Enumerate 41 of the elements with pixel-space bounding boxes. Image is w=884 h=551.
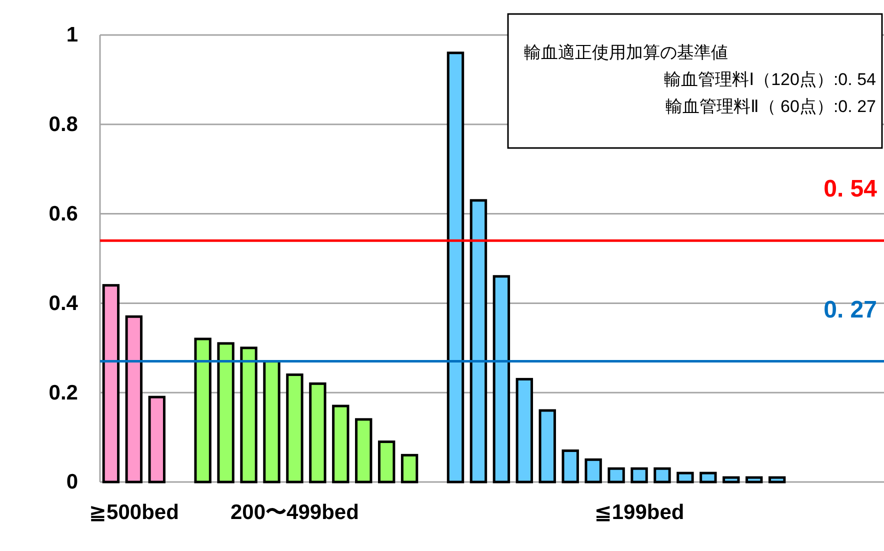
bar xyxy=(608,467,625,484)
bar xyxy=(630,467,648,484)
bar xyxy=(768,476,786,484)
bar xyxy=(378,440,396,484)
bar xyxy=(562,449,579,484)
bar xyxy=(217,342,234,484)
bar xyxy=(584,458,602,484)
bar xyxy=(148,396,166,484)
x-tick-label: ≦199bed xyxy=(594,500,684,524)
x-tick-label: ≧500bed xyxy=(88,500,179,524)
x-tick-label: 200〜499bed xyxy=(230,500,359,524)
bar xyxy=(332,404,350,484)
bar xyxy=(700,472,717,484)
bar xyxy=(538,409,556,484)
bar xyxy=(194,338,212,484)
bar xyxy=(492,275,510,484)
bar xyxy=(286,373,304,484)
y-tick-label: 0.2 xyxy=(48,381,78,404)
bar xyxy=(309,382,326,484)
annotation: 輸血管理料Ⅰ（120点）:0. 54 xyxy=(664,70,876,89)
bar xyxy=(746,476,763,484)
bar xyxy=(125,315,143,484)
bar xyxy=(654,467,671,484)
bar xyxy=(516,378,534,484)
ref-line-label: 0. 27 xyxy=(824,296,877,324)
y-tick-label: 0.8 xyxy=(48,113,78,136)
annotation: 輸血適正使用加算の基準値 xyxy=(524,43,728,62)
bar xyxy=(400,454,418,484)
bar xyxy=(722,476,740,484)
bar xyxy=(240,346,258,484)
y-tick-label: 0.6 xyxy=(48,202,78,226)
annotation: 輸血管理料Ⅱ（ 60点）:0. 27 xyxy=(665,97,876,116)
bar xyxy=(102,284,120,484)
bar xyxy=(355,418,372,484)
y-tick-label: 0.4 xyxy=(48,292,78,315)
bar xyxy=(676,472,694,484)
y-tick-label: 0 xyxy=(66,470,78,494)
bar xyxy=(446,52,464,484)
bar xyxy=(470,199,488,484)
y-tick-label: 1 xyxy=(66,24,78,47)
ref-line-label: 0. 54 xyxy=(824,176,878,203)
